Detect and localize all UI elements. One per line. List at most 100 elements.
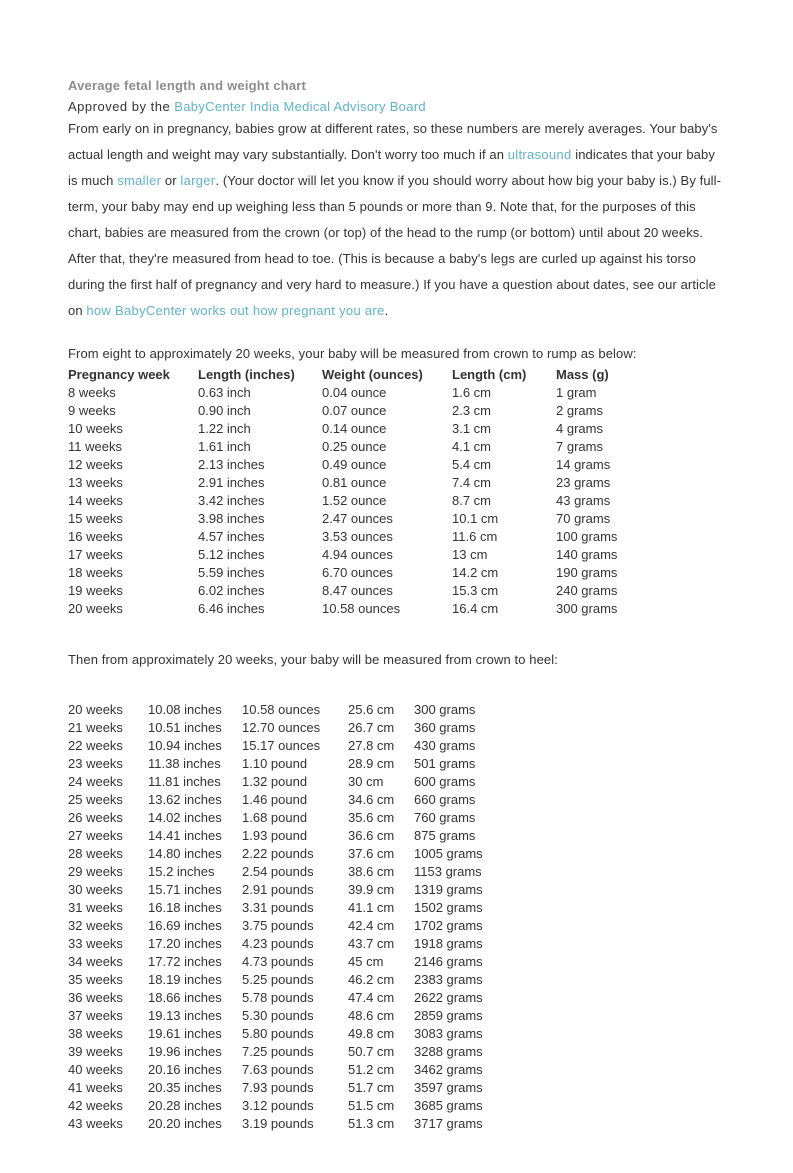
table-cell: 1702 grams (414, 917, 498, 935)
table-cell: 2859 grams (414, 1007, 498, 1025)
table-cell: 1.68 pound (242, 809, 348, 827)
table-cell: 3717 grams (414, 1115, 498, 1133)
table-cell: 3.31 pounds (242, 899, 348, 917)
table-cell: 1153 grams (414, 863, 498, 881)
table-cell: 0.81 ounce (322, 474, 452, 492)
table-cell: 11.81 inches (148, 773, 242, 791)
table-cell: 8.47 ounces (322, 582, 452, 600)
table-cell: 25 weeks (68, 791, 148, 809)
table-row: 16 weeks4.57 inches3.53 ounces11.6 cm100… (68, 528, 640, 546)
table-cell: 13 weeks (68, 474, 198, 492)
approved-prefix: Approved by the (68, 99, 174, 114)
table-row: 30 weeks15.71 inches2.91 pounds39.9 cm13… (68, 881, 498, 899)
table-cell: 7.93 pounds (242, 1079, 348, 1097)
table-cell: 0.25 ounce (322, 438, 452, 456)
table-row: 38 weeks19.61 inches5.80 pounds49.8 cm30… (68, 1025, 498, 1043)
how-babycenter-works-link[interactable]: how BabyCenter works out how pregnant yo… (86, 303, 384, 318)
table-cell: 47.4 cm (348, 989, 414, 1007)
para-text-4: . (Your doctor will let you know if you … (68, 173, 721, 318)
table-cell: 21 weeks (68, 719, 148, 737)
table-row: 24 weeks11.81 inches1.32 pound30 cm600 g… (68, 773, 498, 791)
table-cell: 30 weeks (68, 881, 148, 899)
table-cell: 3.53 ounces (322, 528, 452, 546)
table-cell: 14 weeks (68, 492, 198, 510)
col-length-inches: Length (inches) (198, 367, 322, 384)
table-cell: 10.51 inches (148, 719, 242, 737)
fetal-table-8-20: Pregnancy week Length (inches) Weight (o… (68, 367, 640, 618)
table-row: 34 weeks17.72 inches4.73 pounds45 cm2146… (68, 953, 498, 971)
table-cell: 2.47 ounces (322, 510, 452, 528)
table-cell: 0.90 inch (198, 402, 322, 420)
table-row: 43 weeks20.20 inches3.19 pounds51.3 cm37… (68, 1115, 498, 1133)
table-cell: 7 grams (556, 438, 640, 456)
table-cell: 39 weeks (68, 1043, 148, 1061)
table-cell: 4 grams (556, 420, 640, 438)
col-weight-ounces: Weight (ounces) (322, 367, 452, 384)
table-cell: 16.69 inches (148, 917, 242, 935)
table-cell: 5.78 pounds (242, 989, 348, 1007)
table-cell: 875 grams (414, 827, 498, 845)
smaller-link[interactable]: smaller (117, 173, 161, 188)
table-cell: 2146 grams (414, 953, 498, 971)
table-cell: 1319 grams (414, 881, 498, 899)
table-cell: 1.52 ounce (322, 492, 452, 510)
table-cell: 50.7 cm (348, 1043, 414, 1061)
table-cell: 17.72 inches (148, 953, 242, 971)
table-row: 41 weeks20.35 inches7.93 pounds51.7 cm35… (68, 1079, 498, 1097)
table-cell: 34.6 cm (348, 791, 414, 809)
table-row: 28 weeks14.80 inches2.22 pounds37.6 cm10… (68, 845, 498, 863)
table-cell: 14.2 cm (452, 564, 556, 582)
table-cell: 35.6 cm (348, 809, 414, 827)
table-cell: 51.7 cm (348, 1079, 414, 1097)
table-cell: 49.8 cm (348, 1025, 414, 1043)
table-cell: 0.63 inch (198, 384, 322, 402)
table-cell: 3083 grams (414, 1025, 498, 1043)
table-cell: 36 weeks (68, 989, 148, 1007)
ultrasound-link[interactable]: ultrasound (508, 147, 572, 162)
table-cell: 2.54 pounds (242, 863, 348, 881)
table-cell: 20.28 inches (148, 1097, 242, 1115)
table-cell: 13 cm (452, 546, 556, 564)
table-cell: 20.35 inches (148, 1079, 242, 1097)
table-row: 17 weeks5.12 inches4.94 ounces13 cm140 g… (68, 546, 640, 564)
table-cell: 27.8 cm (348, 737, 414, 755)
table-cell: 3.98 inches (198, 510, 322, 528)
table-cell: 46.2 cm (348, 971, 414, 989)
table-cell: 26 weeks (68, 809, 148, 827)
table-row: 29 weeks15.2 inches2.54 pounds38.6 cm115… (68, 863, 498, 881)
table-cell: 0.07 ounce (322, 402, 452, 420)
table-cell: 28.9 cm (348, 755, 414, 773)
table-row: 20 weeks10.08 inches10.58 ounces25.6 cm3… (68, 701, 498, 719)
table-cell: 19.61 inches (148, 1025, 242, 1043)
table-cell: 15 weeks (68, 510, 198, 528)
table-cell: 4.94 ounces (322, 546, 452, 564)
table-cell: 430 grams (414, 737, 498, 755)
table-cell: 33 weeks (68, 935, 148, 953)
larger-link[interactable]: larger (180, 173, 215, 188)
table-row: 37 weeks19.13 inches5.30 pounds48.6 cm28… (68, 1007, 498, 1025)
table-cell: 20.16 inches (148, 1061, 242, 1079)
col-pregnancy-week: Pregnancy week (68, 367, 198, 384)
table-cell: 3.19 pounds (242, 1115, 348, 1133)
table-row: 9 weeks0.90 inch0.07 ounce2.3 cm2 grams (68, 402, 640, 420)
table-row: 35 weeks18.19 inches5.25 pounds46.2 cm23… (68, 971, 498, 989)
table-cell: 0.04 ounce (322, 384, 452, 402)
table-cell: 37 weeks (68, 1007, 148, 1025)
table-row: 13 weeks2.91 inches0.81 ounce7.4 cm23 gr… (68, 474, 640, 492)
table-cell: 5.59 inches (198, 564, 322, 582)
table-row: 19 weeks6.02 inches8.47 ounces15.3 cm240… (68, 582, 640, 600)
table-cell: 15.2 inches (148, 863, 242, 881)
table-cell: 30 cm (348, 773, 414, 791)
table-cell: 5.12 inches (198, 546, 322, 564)
table-cell: 11 weeks (68, 438, 198, 456)
table-cell: 14.02 inches (148, 809, 242, 827)
table-cell: 6.46 inches (198, 600, 322, 618)
table-cell: 3.42 inches (198, 492, 322, 510)
table-cell: 20 weeks (68, 600, 198, 618)
table-cell: 11.6 cm (452, 528, 556, 546)
advisory-board-link[interactable]: BabyCenter India Medical Advisory Board (174, 99, 426, 114)
table-row: 21 weeks10.51 inches12.70 ounces26.7 cm3… (68, 719, 498, 737)
table-cell: 12.70 ounces (242, 719, 348, 737)
table-cell: 5.25 pounds (242, 971, 348, 989)
table-cell: 11.38 inches (148, 755, 242, 773)
